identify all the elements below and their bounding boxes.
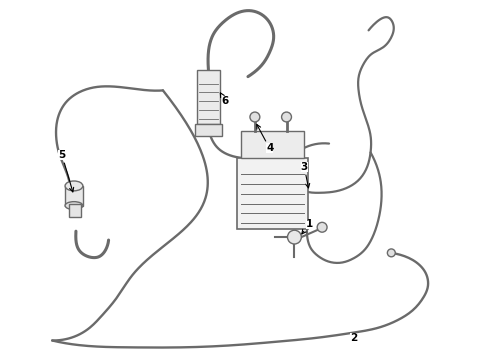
Text: 2: 2 bbox=[350, 333, 357, 342]
Bar bbox=[195, 124, 222, 136]
Text: 1: 1 bbox=[302, 219, 313, 234]
Text: 3: 3 bbox=[301, 162, 310, 188]
Circle shape bbox=[317, 222, 327, 232]
Bar bbox=[237, 158, 308, 229]
Circle shape bbox=[282, 112, 292, 122]
Bar bbox=[196, 70, 220, 124]
Bar bbox=[241, 131, 304, 158]
Ellipse shape bbox=[65, 202, 83, 210]
Circle shape bbox=[288, 230, 301, 244]
Ellipse shape bbox=[65, 181, 83, 191]
Text: 4: 4 bbox=[257, 125, 273, 153]
Circle shape bbox=[388, 249, 395, 257]
Text: 6: 6 bbox=[220, 93, 229, 106]
Circle shape bbox=[250, 112, 260, 122]
Text: 5: 5 bbox=[58, 150, 74, 192]
Bar bbox=[65, 186, 83, 206]
Bar bbox=[69, 204, 81, 217]
